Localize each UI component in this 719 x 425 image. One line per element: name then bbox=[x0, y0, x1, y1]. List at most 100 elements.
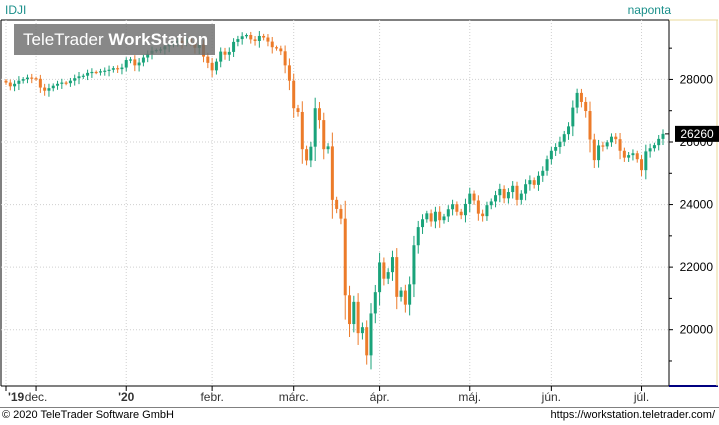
candle-body[interactable] bbox=[292, 80, 296, 109]
candle-body[interactable] bbox=[81, 75, 85, 77]
candle-body[interactable] bbox=[223, 51, 227, 55]
candle-body[interactable] bbox=[73, 78, 77, 81]
candle-body[interactable] bbox=[348, 295, 352, 325]
candle-body[interactable] bbox=[421, 219, 425, 228]
candle-body[interactable] bbox=[253, 39, 257, 41]
candle-body[interactable] bbox=[399, 290, 403, 297]
candle-body[interactable] bbox=[390, 257, 394, 273]
candle-body[interactable] bbox=[412, 245, 416, 285]
candle-body[interactable] bbox=[468, 193, 472, 204]
candle-body[interactable] bbox=[343, 218, 347, 296]
candle-body[interactable] bbox=[661, 133, 665, 139]
candle-body[interactable] bbox=[137, 62, 141, 66]
candle-body[interactable] bbox=[275, 47, 279, 49]
candle-body[interactable] bbox=[206, 56, 210, 63]
candle-body[interactable] bbox=[528, 180, 532, 185]
candle-body[interactable] bbox=[51, 85, 55, 89]
candle-body[interactable] bbox=[382, 262, 386, 279]
candle-body[interactable] bbox=[631, 153, 635, 156]
candle-body[interactable] bbox=[554, 147, 558, 151]
candle-body[interactable] bbox=[339, 208, 343, 219]
candle-body[interactable] bbox=[459, 211, 463, 216]
candle-body[interactable] bbox=[335, 199, 339, 209]
candle-body[interactable] bbox=[532, 180, 536, 185]
candle-body[interactable] bbox=[506, 192, 510, 199]
workstation-link[interactable]: https://workstation.teletrader.com/ bbox=[550, 409, 715, 421]
candle-body[interactable] bbox=[489, 201, 493, 206]
candle-body[interactable] bbox=[515, 185, 519, 200]
candle-body[interactable] bbox=[622, 150, 626, 158]
candle-body[interactable] bbox=[378, 262, 382, 293]
candle-body[interactable] bbox=[326, 146, 330, 150]
candle-body[interactable] bbox=[609, 136, 613, 143]
candle-body[interactable] bbox=[43, 87, 47, 91]
candle-body[interactable] bbox=[116, 68, 120, 70]
candle-body[interactable] bbox=[369, 313, 373, 356]
candle-body[interactable] bbox=[545, 159, 549, 171]
candle-body[interactable] bbox=[77, 76, 81, 79]
candle-body[interactable] bbox=[519, 193, 523, 200]
candle-body[interactable] bbox=[360, 327, 364, 334]
candle-body[interactable] bbox=[86, 72, 90, 76]
candle-body[interactable] bbox=[305, 149, 309, 161]
candle-body[interactable] bbox=[133, 59, 137, 66]
candle-body[interactable] bbox=[438, 211, 442, 221]
candle-body[interactable] bbox=[541, 170, 545, 176]
candle-body[interactable] bbox=[652, 145, 656, 149]
candle-body[interactable] bbox=[13, 83, 17, 87]
candle-body[interactable] bbox=[34, 78, 38, 80]
candle-body[interactable] bbox=[472, 193, 476, 201]
candle-body[interactable] bbox=[322, 120, 326, 150]
candle-body[interactable] bbox=[429, 213, 433, 222]
candle-body[interactable] bbox=[25, 77, 29, 80]
candle-body[interactable] bbox=[614, 136, 618, 140]
candle-body[interactable] bbox=[648, 148, 652, 152]
candle-body[interactable] bbox=[296, 108, 300, 112]
candle-body[interactable] bbox=[244, 35, 248, 37]
candle-body[interactable] bbox=[8, 82, 12, 87]
candle-body[interactable] bbox=[107, 69, 111, 71]
candle-body[interactable] bbox=[21, 79, 25, 81]
candle-body[interactable] bbox=[365, 327, 369, 356]
candle-body[interactable] bbox=[38, 78, 42, 88]
candle-body[interactable] bbox=[395, 257, 399, 297]
candle-body[interactable] bbox=[236, 39, 240, 42]
candle-body[interactable] bbox=[210, 62, 214, 71]
candle-body[interactable] bbox=[584, 101, 588, 112]
candle-body[interactable] bbox=[524, 184, 528, 194]
candle-body[interactable] bbox=[442, 216, 446, 221]
candle-body[interactable] bbox=[94, 71, 98, 74]
candle-body[interactable] bbox=[408, 284, 412, 305]
candle-body[interactable] bbox=[446, 209, 450, 217]
candle-body[interactable] bbox=[494, 195, 498, 202]
candle-body[interactable] bbox=[330, 146, 334, 200]
candle-body[interactable] bbox=[287, 65, 291, 81]
candle-body[interactable] bbox=[257, 35, 261, 41]
candle-body[interactable] bbox=[309, 146, 313, 161]
candle-body[interactable] bbox=[451, 204, 455, 210]
candle-body[interactable] bbox=[300, 111, 304, 150]
candle-body[interactable] bbox=[476, 200, 480, 214]
candle-body[interactable] bbox=[4, 80, 8, 83]
candle-body[interactable] bbox=[219, 51, 223, 62]
candle-body[interactable] bbox=[386, 272, 390, 279]
candle-body[interactable] bbox=[485, 205, 489, 217]
candle-body[interactable] bbox=[618, 139, 622, 151]
candle-body[interactable] bbox=[416, 227, 420, 246]
candle-body[interactable] bbox=[601, 145, 605, 147]
candle-body[interactable] bbox=[111, 68, 115, 70]
candle-body[interactable] bbox=[124, 60, 128, 68]
candle-body[interactable] bbox=[120, 67, 124, 70]
candle-body[interactable] bbox=[270, 41, 274, 48]
candle-body[interactable] bbox=[227, 51, 231, 55]
candle-body[interactable] bbox=[562, 134, 566, 142]
candle-body[interactable] bbox=[592, 139, 596, 161]
candle-body[interactable] bbox=[317, 108, 321, 121]
candle-body[interactable] bbox=[60, 82, 64, 84]
candle-body[interactable] bbox=[605, 142, 609, 147]
candle-body[interactable] bbox=[313, 108, 317, 147]
candle-body[interactable] bbox=[502, 188, 506, 199]
candle-body[interactable] bbox=[433, 211, 437, 222]
candle-body[interactable] bbox=[481, 213, 485, 217]
